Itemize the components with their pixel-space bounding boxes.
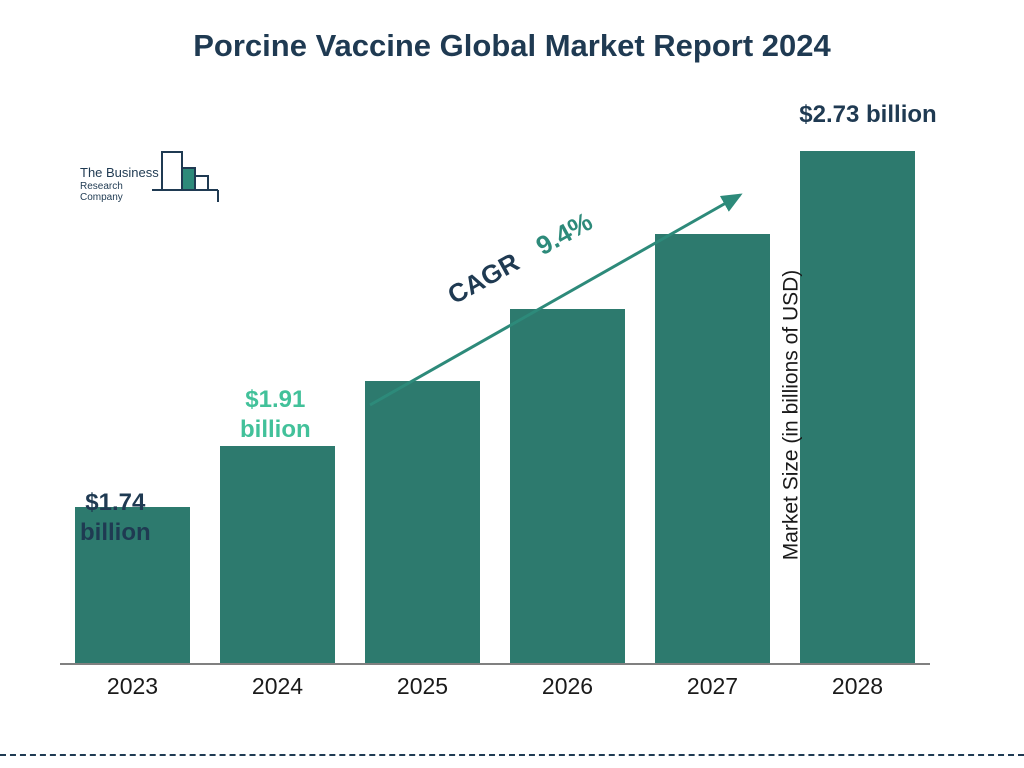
trend-arrow-icon xyxy=(60,135,930,695)
annotation-2028: $2.73 billion xyxy=(778,100,958,130)
page-title: Porcine Vaccine Global Market Report 202… xyxy=(0,28,1024,64)
footer-divider xyxy=(0,754,1024,756)
bar-chart: 202320242025202620272028 Market Size (in… xyxy=(60,135,930,695)
